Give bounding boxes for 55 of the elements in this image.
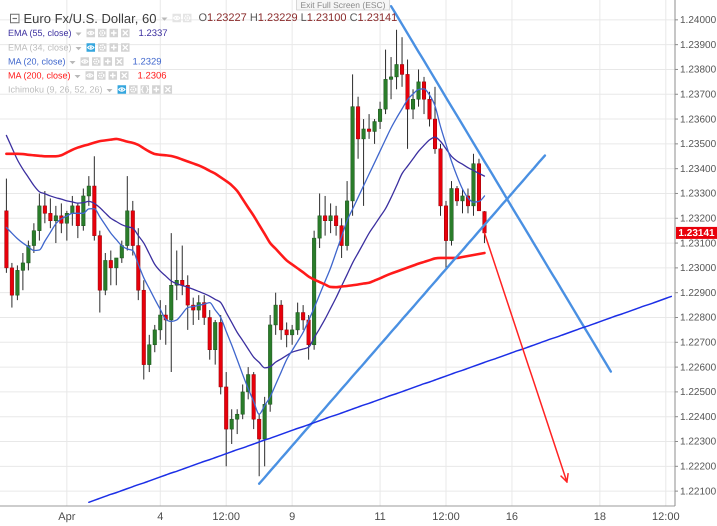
annotation: Exit Full Screen (ESC) [300,0,386,10]
text: MA (20, close) [8,56,66,66]
y-tick-label: 1.22500 [680,387,717,398]
y-tick-label: 1.23200 [680,213,717,224]
candlestick [108,250,113,286]
y-tick-label: 1.22600 [680,362,717,374]
line-series [88,296,672,504]
candlestick [454,186,459,206]
candlestick [460,188,464,214]
candlestick [328,202,333,234]
text: Euro Fx/U.S. Dollar, 60 [24,10,156,26]
y-tick-label: 1.22900 [680,288,717,299]
candlestick [54,205,58,244]
y-tick-label: 1.23900 [680,40,717,51]
x-tick-label: 11 [374,510,386,523]
x-tick-label: Apr [58,510,76,523]
text: 1.23141 [678,227,716,238]
line-series [5,138,486,289]
y-tick-label: 1.23400 [680,164,717,175]
y-tick-label: 1.22300 [680,436,717,448]
candlestick [362,118,366,206]
y-tick-label: 1.22400 [680,412,717,423]
y-tick-label: 1.22200 [680,462,717,473]
x-tick-label: 12:00 [212,510,240,523]
y-tick-label: 1.22700 [680,337,717,348]
text: MA (200, close) [8,70,71,80]
candlestick [76,202,80,239]
annotation: Ichimoku (9, 26, 52, 26) [8,84,103,94]
y-tick-label: 1.22800 [680,312,717,324]
annotation: EMA (34, close) [8,42,72,52]
candlestick [367,114,372,140]
annotation: 1.2337 [138,28,168,38]
candlestick [196,294,201,320]
y-tick-label: 1.23500 [680,139,717,150]
line-series [6,134,486,368]
x-tick-label: 16 [506,510,518,523]
x-tick-label: 12:00 [432,510,460,523]
y-tick-label: 1.24000 [680,15,717,26]
y-tick-label: 1.23000 [680,263,717,274]
text: EMA (55, close) [8,28,72,38]
x-tick-label: 12:00 [652,510,680,523]
annotation: 1.2329 [132,56,162,67]
y-tick-label: 1.23700 [680,89,717,100]
candlestick [323,195,328,236]
y-tick-label: 1.23300 [680,188,717,200]
y-tick-label: 1.23800 [680,64,717,76]
x-tick-label: 18 [594,510,606,523]
y-tick-label: 1.23100 [680,238,717,250]
x-tick-label: 4 [157,510,164,523]
x-tick-label: 9 [289,510,296,523]
y-tick-label: 1.23600 [680,114,717,126]
annotation: 1.2306 [138,70,167,81]
text: O1.23227 H1.23229 L1.23100 C1.23141 [198,12,398,24]
candlestick [70,195,74,226]
y-tick-label: 1.22100 [680,486,717,498]
